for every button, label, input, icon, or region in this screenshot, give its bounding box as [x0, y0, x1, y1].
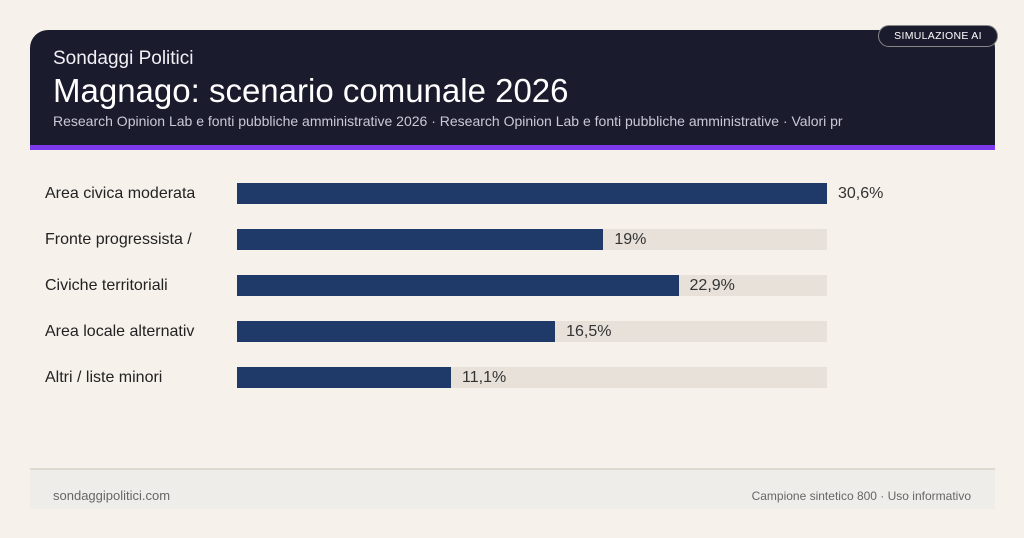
bar-track [237, 275, 827, 296]
value-label: 30,6% [838, 185, 884, 202]
bar-row: Civiche territoriali 22,9% [0, 275, 1024, 297]
category-label: Fronte progressista / [45, 231, 192, 248]
footer-note: Campione sintetico 800 · Uso informativo [751, 489, 971, 503]
bar-row: Altri / liste minori 11,1% [0, 367, 1024, 389]
subtitle: Research Opinion Lab e fonti pubbliche a… [53, 113, 843, 129]
category-label: Area civica moderata [45, 185, 196, 202]
bar-row: Area locale alternativ 16,5% [0, 321, 1024, 343]
category-label: Altri / liste minori [45, 369, 163, 386]
value-label: 19% [614, 231, 647, 248]
category-label: Civiche territoriali [45, 277, 168, 294]
bar-row: Fronte progressista / 19% [0, 229, 1024, 251]
value-label: 22,9% [689, 277, 735, 294]
footer: sondaggipolitici.com Campione sintetico … [30, 468, 995, 509]
bar [237, 367, 452, 388]
page-title: Magnago: scenario comunale 2026 [53, 72, 569, 109]
bar-track [237, 321, 827, 342]
bar-track [237, 367, 827, 388]
bar-track [237, 229, 827, 250]
header-banner: Sondaggi Politici Magnago: scenario comu… [30, 30, 995, 145]
bar [237, 275, 679, 296]
value-label: 11,1% [462, 369, 507, 386]
brand-name: Sondaggi Politici [53, 48, 194, 69]
bar-row: Area civica moderata 30,6% [0, 183, 1024, 205]
bar [237, 229, 604, 250]
bar [237, 183, 827, 204]
bar [237, 321, 556, 342]
value-label: 16,5% [566, 323, 612, 340]
category-label: Area locale alternativ [45, 323, 195, 340]
site-link[interactable]: sondaggipolitici.com [53, 488, 171, 503]
simulation-badge: SIMULAZIONE AI [878, 25, 998, 47]
bar-track [237, 183, 827, 204]
accent-bar [30, 145, 995, 150]
